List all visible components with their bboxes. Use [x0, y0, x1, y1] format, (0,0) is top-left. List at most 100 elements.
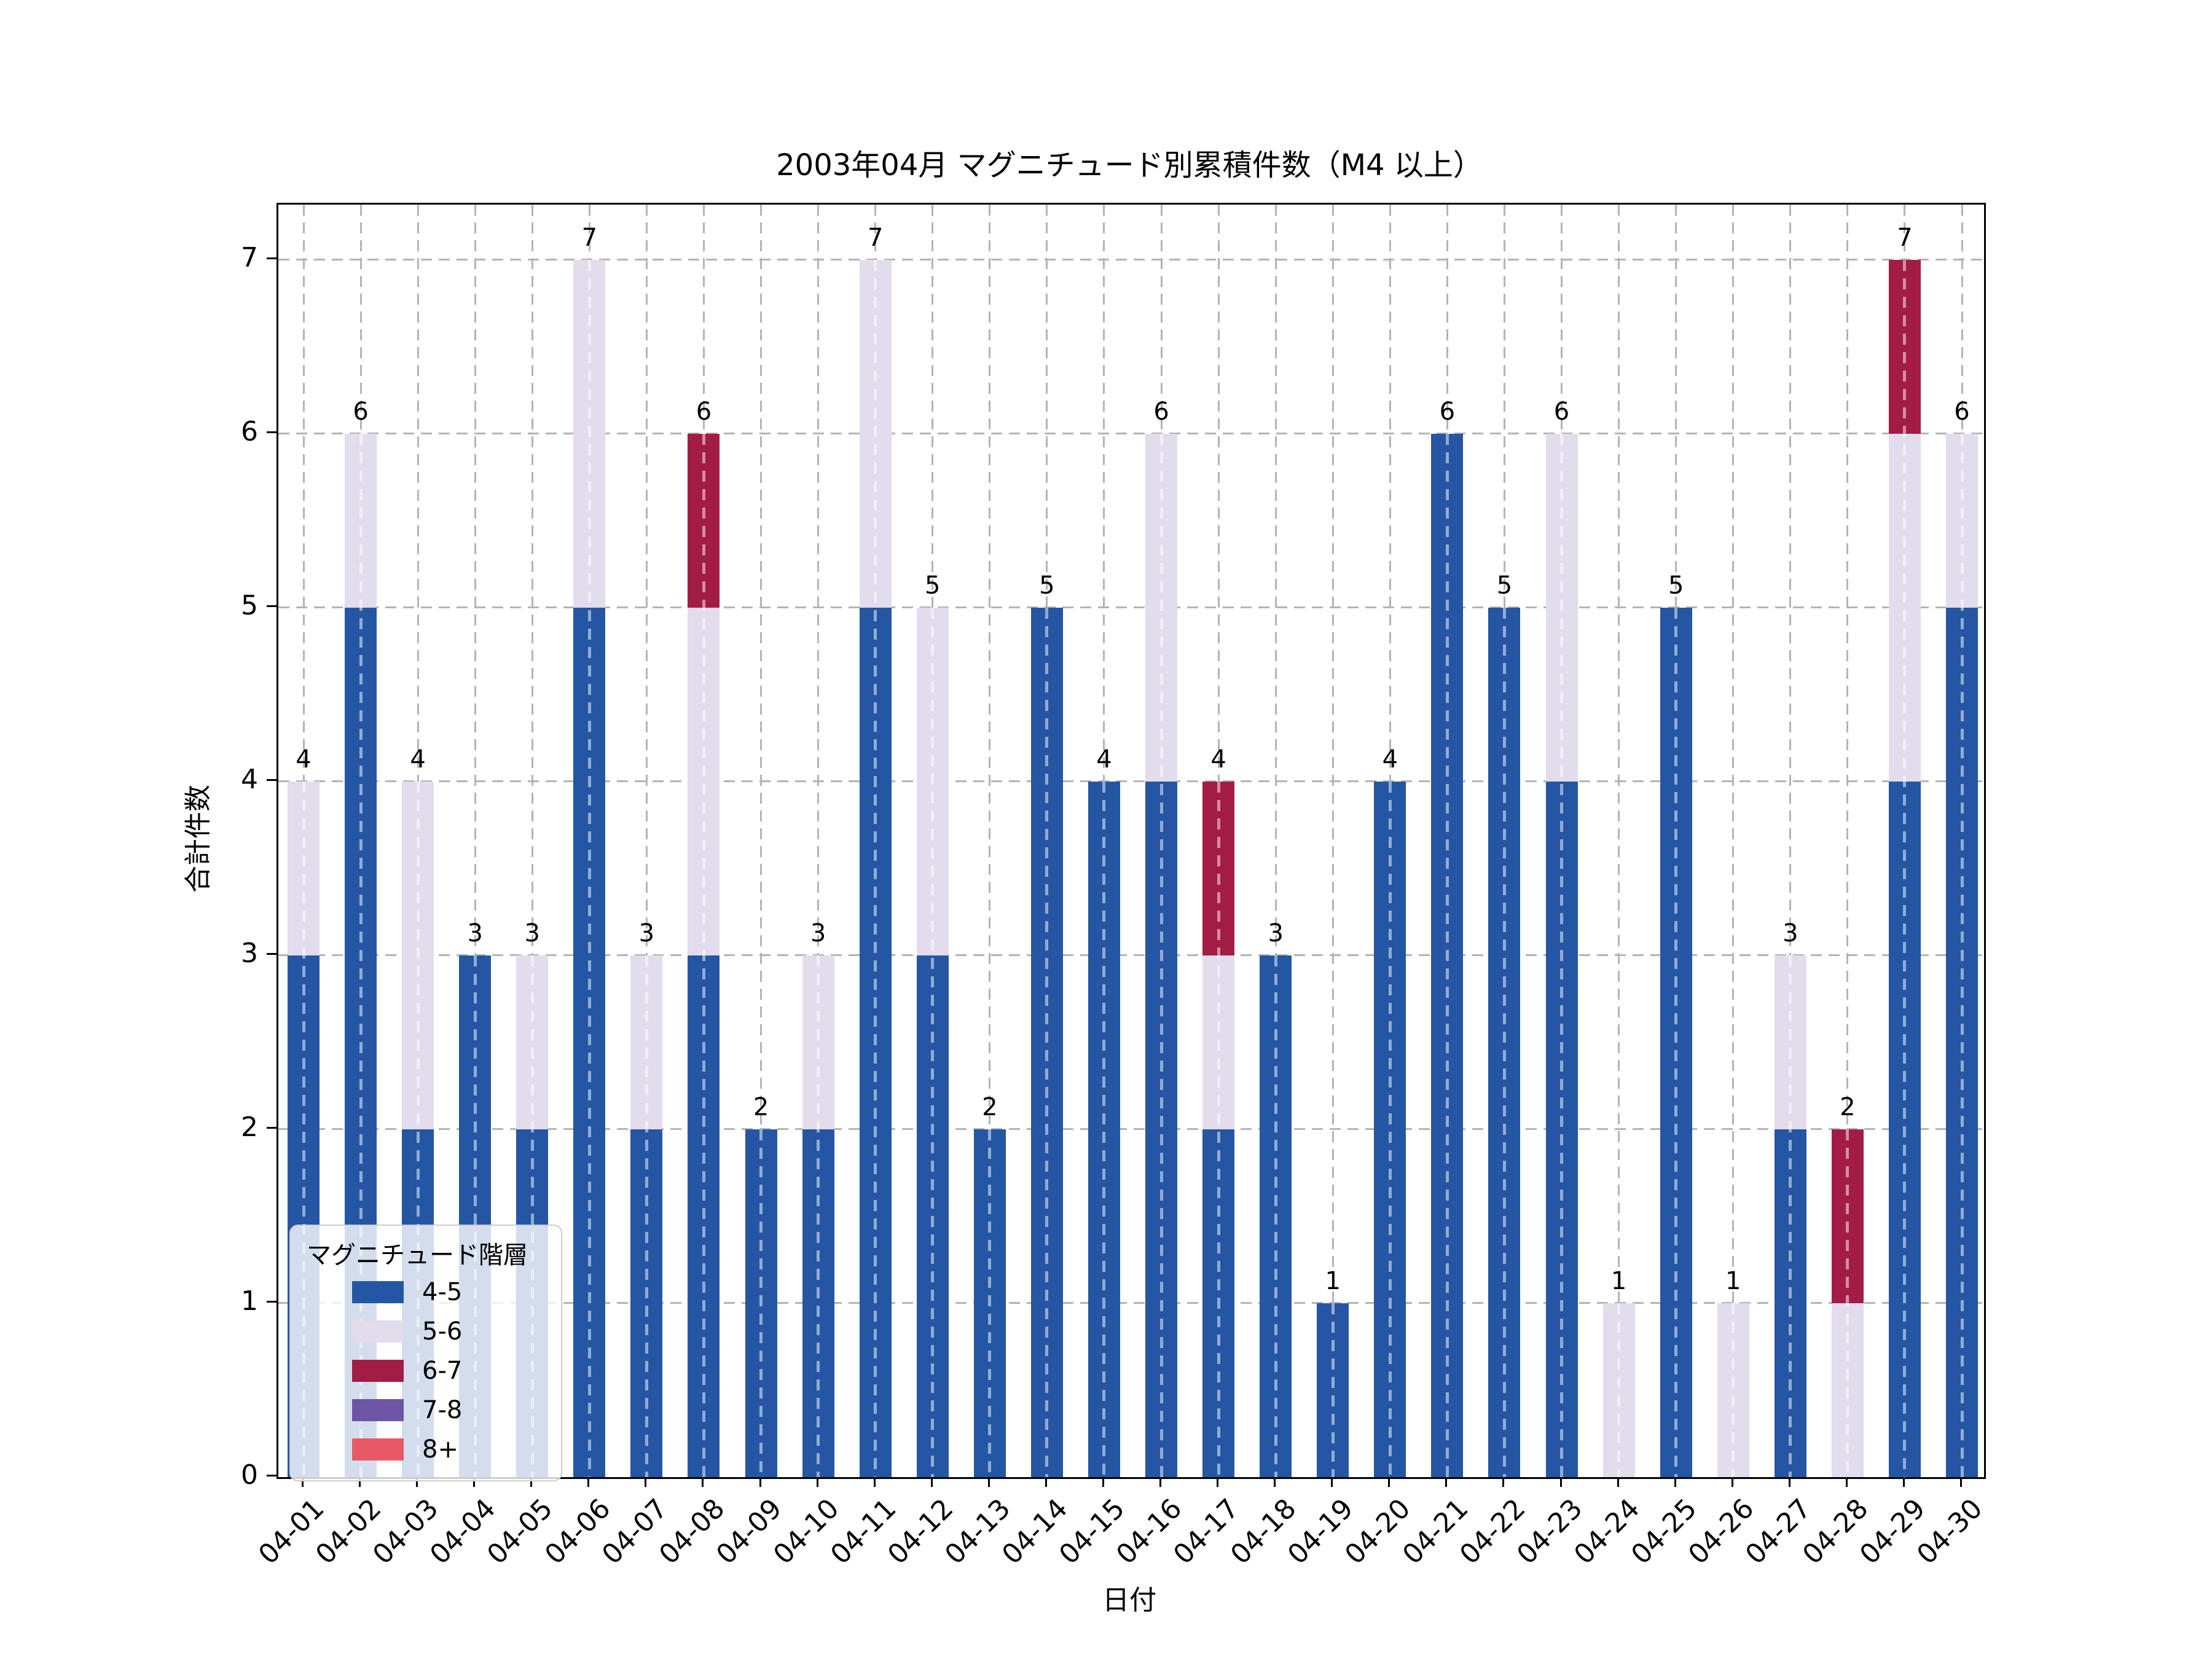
- bar-total-label: 3: [1268, 919, 1284, 947]
- x-tick-mark: [1617, 1477, 1619, 1487]
- bar-total-label: 4: [1096, 745, 1112, 774]
- x-gridline: [1732, 205, 1735, 1477]
- legend-label: 7-8: [422, 1396, 463, 1424]
- y-gridline: [278, 433, 1984, 434]
- x-tick-label: 04-15: [1053, 1492, 1131, 1571]
- bar-total-label: 3: [810, 919, 826, 947]
- bar-total-label: 6: [1954, 398, 1970, 426]
- bar-gridline-overlay: [1560, 434, 1564, 1477]
- bar-total-label: 3: [524, 919, 540, 947]
- bar-gridline-overlay: [817, 955, 820, 1477]
- x-gridline: [1846, 205, 1849, 1477]
- bar-total-label: 6: [1153, 398, 1169, 426]
- x-tick-mark: [873, 1477, 876, 1487]
- bar-total-label: 5: [1039, 571, 1055, 600]
- x-tick-mark: [1674, 1477, 1676, 1487]
- bar-total-label: 6: [353, 398, 369, 426]
- bar-gridline-overlay: [931, 608, 935, 1477]
- bar-total-label: 4: [1382, 745, 1398, 774]
- x-tick-label: 04-08: [653, 1492, 731, 1571]
- x-tick-mark: [930, 1477, 933, 1487]
- x-tick-label: 04-06: [538, 1492, 617, 1571]
- x-tick-mark: [1960, 1477, 1963, 1487]
- bar-gridline-overlay: [473, 955, 477, 1477]
- y-tick-label: 2: [241, 1112, 258, 1143]
- bar-gridline-overlay: [1789, 955, 1792, 1477]
- bar-total-label: 1: [1610, 1267, 1627, 1295]
- x-tick-label: 04-21: [1396, 1492, 1475, 1571]
- x-tick-mark: [1045, 1477, 1047, 1487]
- bar-gridline-overlay: [1102, 782, 1106, 1477]
- x-tick-label: 04-16: [1110, 1492, 1188, 1571]
- bar-total-label: 2: [1840, 1093, 1856, 1121]
- bar-total-label: 5: [1668, 571, 1684, 600]
- bar-total-label: 6: [1553, 398, 1570, 426]
- bar-total-label: 7: [581, 224, 598, 252]
- legend-patch-4-5: [352, 1281, 404, 1303]
- x-tick-label: 04-18: [1225, 1492, 1303, 1571]
- legend-row-7-8: 7-8: [303, 1390, 549, 1430]
- x-gridline: [1618, 205, 1620, 1477]
- bar-total-label: 6: [696, 398, 712, 426]
- y-tick-mark: [267, 1474, 276, 1477]
- y-tick-mark: [267, 257, 276, 259]
- legend-patch-8+: [352, 1438, 404, 1461]
- bar-total-label: 5: [1496, 571, 1513, 600]
- x-tick-label: 04-07: [595, 1492, 674, 1571]
- bar-total-label: 5: [925, 571, 941, 600]
- bar-gridline-overlay: [874, 260, 877, 1477]
- bar-gridline-overlay: [1846, 1129, 1849, 1477]
- x-tick-mark: [1902, 1477, 1905, 1487]
- x-tick-mark: [1274, 1477, 1276, 1487]
- legend-label: 8+: [422, 1435, 458, 1464]
- x-tick-label: 04-10: [767, 1492, 845, 1571]
- y-gridline: [278, 1302, 1984, 1304]
- bar-gridline-overlay: [1903, 260, 1907, 1477]
- x-tick-label: 04-24: [1567, 1492, 1646, 1571]
- legend-patch-7-8: [352, 1399, 404, 1421]
- bar-gridline-overlay: [1617, 1303, 1621, 1477]
- x-tick-label: 04-23: [1510, 1492, 1589, 1571]
- bar-gridline-overlay: [1274, 955, 1277, 1477]
- x-tick-mark: [987, 1477, 990, 1487]
- x-tick-mark: [416, 1477, 418, 1487]
- x-tick-label: 04-30: [1911, 1492, 1989, 1571]
- bar-total-label: 3: [638, 919, 655, 947]
- x-gridline: [645, 205, 648, 1477]
- bar-gridline-overlay: [702, 434, 705, 1477]
- x-tick-mark: [1502, 1477, 1505, 1487]
- x-tick-label: 04-09: [710, 1492, 788, 1571]
- x-tick-mark: [473, 1477, 476, 1487]
- x-tick-label: 04-13: [939, 1492, 1017, 1571]
- x-tick-label: 04-14: [996, 1492, 1074, 1571]
- legend-label: 4-5: [422, 1278, 463, 1306]
- y-tick-label: 3: [241, 938, 258, 969]
- bar-total-label: 4: [1210, 745, 1226, 774]
- legend-label: 6-7: [422, 1357, 463, 1385]
- x-tick-label: 04-26: [1682, 1492, 1760, 1571]
- bar-gridline-overlay: [1445, 434, 1449, 1477]
- bar-total-label: 7: [867, 224, 884, 252]
- x-tick-mark: [1331, 1477, 1333, 1487]
- x-tick-label: 04-03: [367, 1492, 445, 1571]
- legend-row-4-5: 4-5: [303, 1273, 549, 1312]
- bar-gridline-overlay: [359, 434, 363, 1477]
- x-gridline: [817, 205, 820, 1477]
- bar-gridline-overlay: [759, 1129, 763, 1477]
- legend-label: 5-6: [422, 1317, 463, 1346]
- bar-gridline-overlay: [302, 782, 305, 1477]
- x-tick-label: 04-04: [424, 1492, 502, 1571]
- bar-total-label: 4: [410, 745, 426, 774]
- x-gridline: [531, 205, 533, 1477]
- x-gridline: [989, 205, 991, 1477]
- y-tick-mark: [267, 1300, 276, 1303]
- legend-title: マグニチュード階層: [307, 1241, 528, 1269]
- x-tick-mark: [1559, 1477, 1562, 1487]
- x-tick-mark: [1788, 1477, 1790, 1487]
- x-tick-mark: [1159, 1477, 1162, 1487]
- bar-total-label: 3: [1783, 919, 1798, 947]
- y-tick-label: 7: [241, 242, 258, 273]
- bar-total-label: 7: [1897, 224, 1913, 252]
- legend: マグニチュード階層 4-5 5-6 6-7 7-8 8+: [289, 1225, 562, 1481]
- x-tick-mark: [702, 1477, 704, 1487]
